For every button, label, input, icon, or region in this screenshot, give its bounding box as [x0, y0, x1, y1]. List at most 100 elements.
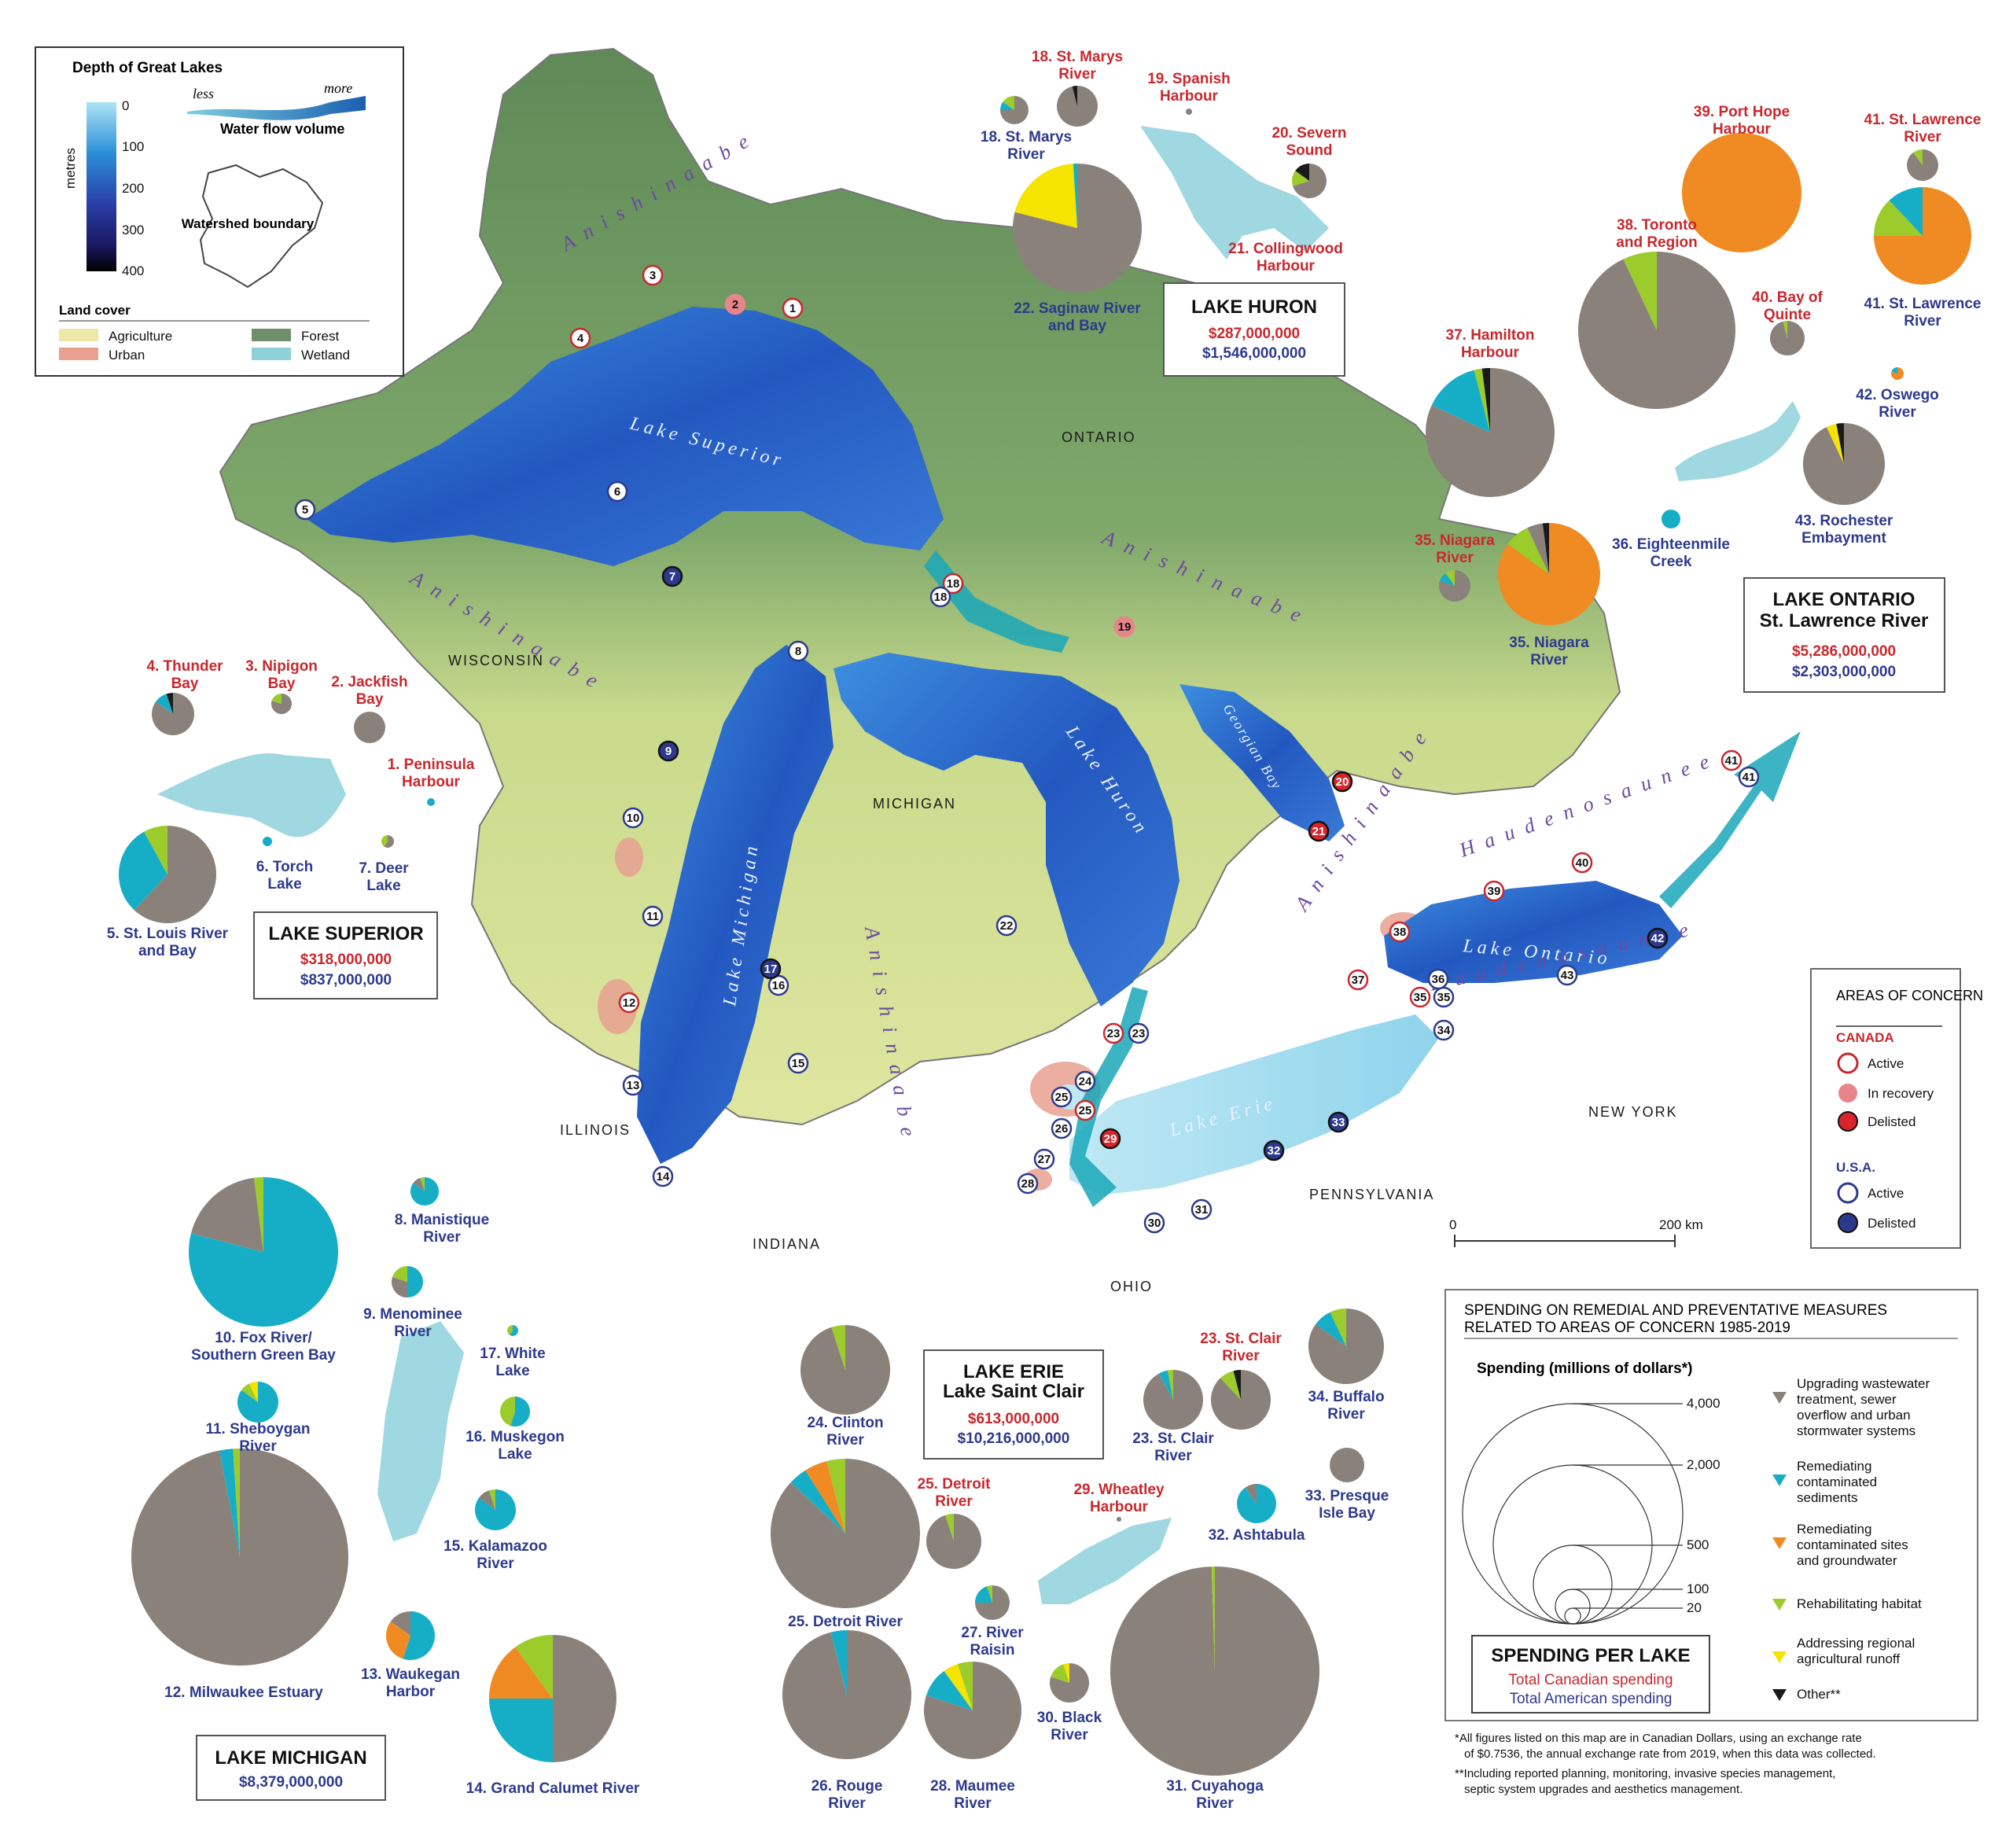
pie-label-18c-1: 18. St. Marys	[1032, 49, 1123, 65]
pie-37	[1425, 368, 1555, 497]
svg-text:Harbour: Harbour	[1713, 121, 1772, 138]
pie-slice-habitat	[254, 1177, 263, 1252]
category-label-line: Remediating	[1797, 1522, 1871, 1537]
aoc-marker-label: 23	[1132, 1027, 1146, 1040]
aoc-marker-label: 23	[1107, 1027, 1121, 1040]
pie-slice-wastewater	[553, 1635, 616, 1762]
pie-slice-habitat	[1445, 570, 1455, 586]
svg-text:8. Manistique: 8. Manistique	[395, 1212, 489, 1228]
aoc-marker-27: 27	[1033, 1148, 1055, 1170]
watershed-outline-icon	[199, 164, 324, 289]
footnotes: *All figures listed on this map are in C…	[1455, 1732, 1876, 1796]
aoc-marker-label: 8	[795, 645, 801, 658]
pie-35c	[1439, 570, 1470, 602]
aoc-legend: AREAS OF CONCERN CANADA Active In recove…	[1810, 968, 1983, 1249]
pie-20	[1291, 164, 1327, 198]
category-label-line: overflow and urban	[1797, 1408, 1911, 1423]
category-label-line: Addressing regional	[1797, 1636, 1915, 1651]
pie-slice-wastewater	[134, 826, 217, 924]
aoc-marker-34: 34	[1433, 1019, 1455, 1041]
svg-text:19. Spanish: 19. Spanish	[1147, 71, 1231, 87]
svg-text:Southern Green Bay: Southern Green Bay	[191, 1347, 336, 1364]
pie-slice-sediments	[1158, 1370, 1173, 1400]
category-label-line: treatment, sewer	[1797, 1392, 1897, 1407]
svg-text:Lake: Lake	[498, 1446, 532, 1463]
category-swatch-wastewater	[1772, 1392, 1787, 1404]
aoc-marker-18: 18	[929, 586, 951, 608]
inset-ontario	[1675, 401, 1801, 481]
legend-depth-title: Depth of Great Lakes	[72, 60, 223, 76]
pie-18u	[1000, 96, 1029, 124]
pie-15	[475, 1489, 516, 1530]
aoc-marker-19: 19	[1113, 616, 1135, 638]
category-label-line: Upgrading wastewater	[1797, 1376, 1930, 1391]
category-swatch-other	[1772, 1689, 1787, 1701]
pie-23u	[1211, 1370, 1271, 1430]
svg-text:26. Rouge: 26. Rouge	[811, 1778, 883, 1795]
pie-41c	[1907, 149, 1939, 182]
pie-slice-sites	[489, 1647, 553, 1699]
pie-slice-habitat	[1051, 1664, 1069, 1683]
svg-text:27. River: 27. River	[961, 1625, 1024, 1641]
svg-text:Bay: Bay	[171, 676, 199, 692]
svg-text:Bay: Bay	[356, 691, 384, 708]
svg-text:9. Menominee: 9. Menominee	[363, 1306, 462, 1323]
scale-circles	[1462, 1403, 1684, 1625]
pie-slice-runoff	[1826, 423, 1844, 464]
svg-text:River: River	[1904, 313, 1941, 329]
svg-text:and Bay: and Bay	[1048, 318, 1106, 334]
aoc-marker-label: 1	[789, 302, 796, 315]
pie-slice-sediments	[830, 1630, 847, 1695]
pie-42	[1890, 367, 1904, 380]
pie-slice-habitat	[144, 826, 167, 874]
svg-text:35. Niagara: 35. Niagara	[1509, 635, 1589, 651]
aoc-marker-label: 14	[657, 1170, 670, 1184]
aoc-marker-13: 13	[622, 1074, 644, 1096]
aoc-marker-43: 43	[1556, 964, 1578, 986]
svg-text:River: River	[1436, 550, 1474, 566]
pie-slice-habitat	[987, 1585, 992, 1603]
lake-box-huron: LAKE HURON $287,000,000 $1,546,000,000	[1163, 282, 1345, 377]
pie-slice-sediments	[1439, 572, 1455, 586]
svg-text:River: River	[935, 1493, 973, 1510]
pie-41u	[1874, 187, 1971, 285]
pie-slice-habitat	[1783, 321, 1787, 338]
svg-text:Harbour: Harbour	[1461, 344, 1520, 361]
pie-slice-other	[1233, 1370, 1241, 1400]
pie-slice-sediments	[189, 1177, 339, 1327]
svg-text:River: River	[1051, 1727, 1088, 1743]
pie-slice-habitat	[1507, 528, 1549, 574]
svg-text:40. Bay of: 40. Bay of	[1752, 289, 1823, 306]
pie-12	[131, 1449, 348, 1666]
pie-slice-sites	[1682, 133, 1801, 252]
aoc-marker-label: 33	[1332, 1116, 1345, 1129]
svg-text:18. St. Marys: 18. St. Marys	[981, 129, 1072, 145]
pie-slice-wastewater	[354, 712, 385, 743]
aoc-marker-28: 28	[1017, 1172, 1039, 1195]
aoc-marker-label: 18	[947, 577, 960, 591]
label-illinois: ILLINOIS	[560, 1122, 631, 1138]
category-label-line: agricultural runoff	[1797, 1651, 1900, 1666]
pie-slice-runoff	[944, 1664, 973, 1710]
svg-text:River: River	[1879, 404, 1916, 421]
pie-slice-sediments	[1000, 101, 1014, 110]
pie-43	[1803, 423, 1886, 505]
inset-michigan	[377, 1321, 464, 1541]
aoc-marker-2: 2	[724, 293, 746, 315]
lake-box-michigan: LAKE MICHIGAN $8,379,000,000	[196, 1735, 386, 1801]
pie-slice-sediments	[1316, 1312, 1346, 1346]
aoc-marker-5: 5	[294, 499, 316, 521]
pie-slice-habitat	[1211, 1566, 1215, 1671]
aoc-legend-us-active: Active	[1868, 1186, 1904, 1201]
svg-text:St. Lawrence River: St. Lawrence River	[1760, 610, 1929, 631]
aoc-legend-usa: U.S.A.	[1836, 1160, 1875, 1175]
aoc-marker-35: 35	[1433, 986, 1455, 1008]
aoc-marker-32: 32	[1263, 1139, 1285, 1161]
scale-100: 100	[1687, 1581, 1709, 1596]
pie-slice-wastewater	[1110, 1566, 1320, 1776]
spending-legend: SPENDING ON REMEDIAL AND PREVENTATIVE ME…	[1444, 1289, 1978, 1721]
svg-text:6. Torch: 6. Torch	[256, 859, 314, 875]
pie-slice-wastewater	[384, 835, 394, 848]
